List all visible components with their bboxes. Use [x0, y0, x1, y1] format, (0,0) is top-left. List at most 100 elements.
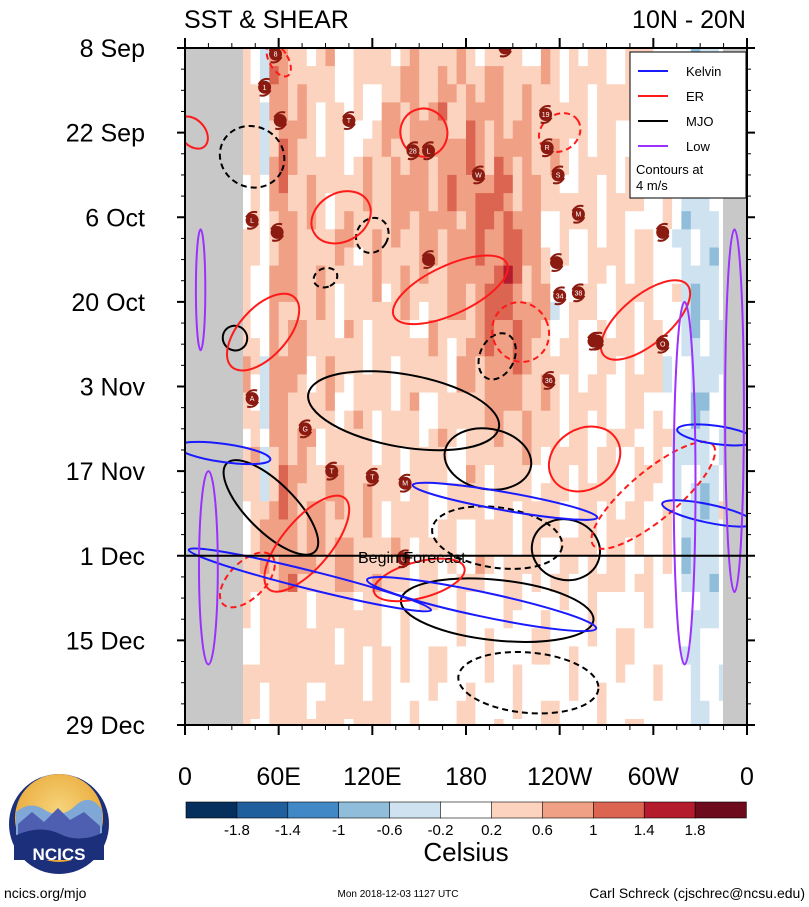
sst-cell [316, 229, 326, 248]
contour-er [263, 494, 351, 593]
sst-cell [353, 156, 364, 176]
sst-cell [625, 410, 636, 430]
contour-er [391, 254, 509, 326]
sst-cell [700, 410, 711, 430]
colorbar-tick-label: -1.4 [275, 822, 301, 839]
sst-cell [531, 719, 542, 725]
sst-cell [391, 229, 401, 248]
sst-cell [278, 211, 289, 230]
sst-cell [494, 374, 504, 393]
sst-cell [634, 247, 645, 267]
svg-text:19: 19 [542, 112, 550, 119]
sst-cell [644, 392, 654, 412]
svg-text:A: A [250, 396, 255, 403]
sst-cell [278, 392, 289, 412]
colorbar-swatch [338, 801, 391, 819]
sst-cell [409, 700, 420, 720]
sst-cell [344, 320, 355, 339]
sst-cell [672, 446, 682, 466]
sst-cell [690, 392, 701, 412]
sst-cell [353, 229, 364, 248]
sst-cell [447, 392, 458, 412]
sst-cell [456, 428, 467, 448]
sst-cell [700, 537, 711, 557]
footer-url[interactable]: ncics.org/mjo [4, 885, 87, 901]
sst-cell [400, 48, 411, 67]
sst-cell [391, 102, 401, 121]
sst-cell [466, 229, 476, 248]
sst-cell [662, 265, 673, 285]
sst-cell [540, 555, 551, 575]
sst-cell [344, 84, 355, 103]
contour-kelvin [187, 547, 433, 613]
sst-cell [325, 646, 336, 665]
sst-cell [306, 356, 317, 375]
sst-cell [259, 700, 270, 720]
sst-cell [400, 664, 411, 684]
sst-cell [512, 265, 523, 285]
sst-cell [278, 465, 289, 484]
sst-cell [569, 211, 579, 230]
sst-cell [316, 537, 326, 557]
sst-cell [334, 265, 345, 285]
sst-cell [653, 374, 664, 393]
sst-cell [569, 174, 579, 194]
sst-cell [540, 446, 551, 466]
sst-cell [409, 610, 420, 629]
sst-cell [503, 374, 514, 393]
sst-cell [334, 646, 345, 665]
sst-cell [475, 682, 486, 702]
sst-cell [700, 229, 711, 248]
sst-cell [512, 446, 523, 466]
sst-cell [522, 102, 533, 121]
sst-cell [662, 465, 673, 484]
sst-cell [531, 537, 542, 557]
sst-cell [353, 719, 364, 725]
sst-cell [241, 664, 252, 684]
sst-cell [690, 356, 701, 375]
logo-text: NCICS [33, 845, 86, 864]
sst-cell [325, 229, 336, 248]
sst-cell [587, 138, 598, 158]
x-tick-label: 0 [740, 763, 754, 791]
sst-cell [344, 247, 355, 267]
sst-cell [540, 392, 551, 412]
sst-cell [381, 446, 392, 466]
sst-cell [316, 138, 326, 158]
sst-cell [447, 682, 458, 702]
sst-cell [353, 283, 364, 303]
sst-cell [615, 664, 626, 684]
sst-cell [297, 501, 308, 520]
sst-cell [484, 156, 495, 176]
sst-cell [409, 537, 420, 557]
sst-cell [372, 138, 383, 158]
sst-cell [540, 48, 551, 67]
sst-cell [466, 301, 476, 321]
sst-cell [381, 392, 392, 412]
sst-cell [325, 283, 336, 303]
sst-cell [428, 120, 439, 140]
sst-cell [269, 66, 280, 85]
sst-cell [363, 719, 373, 725]
sst-cell [344, 628, 355, 647]
svg-text:8: 8 [274, 52, 278, 59]
sst-cell [494, 356, 504, 375]
sst-cell [409, 320, 420, 339]
sst-cell [259, 247, 270, 267]
sst-cell [644, 320, 654, 339]
sst-cell [334, 700, 345, 720]
sst-cell [250, 610, 261, 629]
sst-cell [578, 555, 589, 575]
sst-cell [447, 446, 458, 466]
sst-cell [606, 374, 617, 393]
sst-cell [372, 283, 383, 303]
sst-cell [653, 483, 664, 502]
sst-cell [550, 193, 561, 212]
storm-marker: T [324, 461, 339, 481]
sst-cell [625, 465, 636, 484]
sst-cell [681, 428, 692, 448]
sst-cell [512, 610, 523, 629]
sst-cell [456, 84, 467, 103]
sst-cell [475, 428, 486, 448]
sst-cell [559, 646, 570, 665]
